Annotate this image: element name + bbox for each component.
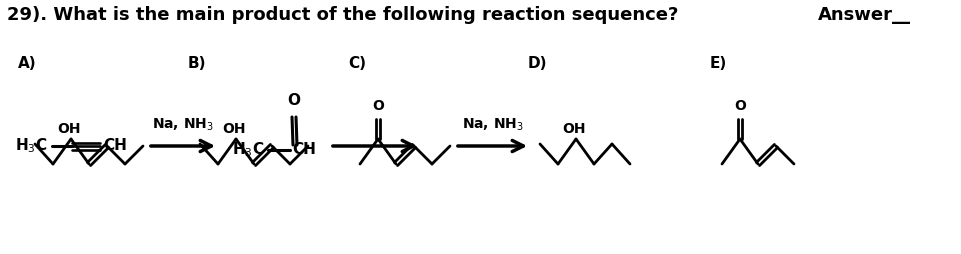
- Text: Na, NH$_3$: Na, NH$_3$: [461, 117, 523, 133]
- Text: OH: OH: [222, 122, 245, 136]
- Text: OH: OH: [561, 122, 585, 136]
- Text: Answer__: Answer__: [817, 6, 910, 24]
- Text: D): D): [528, 56, 547, 71]
- Text: O: O: [372, 99, 383, 113]
- Text: O: O: [733, 99, 745, 113]
- Text: CH: CH: [103, 138, 127, 153]
- Text: Na, NH$_3$: Na, NH$_3$: [152, 117, 213, 133]
- Text: 29). What is the main product of the following reaction sequence?: 29). What is the main product of the fol…: [7, 6, 678, 24]
- Text: B): B): [187, 56, 207, 71]
- Text: CH: CH: [292, 142, 315, 157]
- Text: C): C): [348, 56, 365, 71]
- Text: A): A): [18, 56, 37, 71]
- Text: H$_3$C: H$_3$C: [232, 141, 264, 159]
- Text: H$_3$C: H$_3$C: [15, 137, 47, 155]
- Text: O: O: [287, 93, 300, 108]
- Text: E): E): [709, 56, 727, 71]
- Text: OH: OH: [58, 122, 81, 136]
